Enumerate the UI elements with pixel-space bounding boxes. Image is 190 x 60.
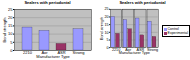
- svg-text:15: 15: [104, 23, 108, 27]
- svg-text:5: 5: [107, 38, 109, 42]
- svg-text:0: 0: [107, 46, 109, 50]
- svg-text:Manufacturer Type: Manufacturer Type: [36, 54, 70, 59]
- svg-text:Manufacturer Type: Manufacturer Type: [119, 51, 150, 55]
- svg-text:Aor: Aor: [125, 48, 132, 53]
- html-text:Sealers with periodontal: Sealers with periodontal: [24, 0, 71, 5]
- svg-text:Strong: Strong: [73, 50, 85, 55]
- svg-text:2210: 2210: [111, 48, 121, 53]
- svg-text:Strong: Strong: [147, 48, 159, 53]
- svg-text:25: 25: [104, 7, 108, 11]
- svg-text:20: 20: [104, 15, 108, 19]
- html-text:Sealers with periodontal: Sealers with periodontal: [119, 0, 166, 5]
- svg-text:25: 25: [8, 7, 13, 12]
- svg-text:2210: 2210: [23, 50, 33, 55]
- svg-text:Bond strength: Bond strength: [2, 18, 7, 43]
- svg-text:15: 15: [8, 23, 13, 28]
- html-text:Experimental: Experimental: [167, 31, 188, 36]
- svg-text:ASR: ASR: [136, 48, 145, 53]
- html-text:Control: Control: [167, 27, 179, 32]
- svg-text:Bond strength: Bond strength: [100, 17, 104, 40]
- svg-text:5: 5: [10, 40, 13, 45]
- svg-text:10: 10: [104, 31, 108, 35]
- svg-text:10: 10: [8, 31, 13, 36]
- svg-text:0: 0: [10, 48, 13, 53]
- svg-text:20: 20: [8, 15, 13, 20]
